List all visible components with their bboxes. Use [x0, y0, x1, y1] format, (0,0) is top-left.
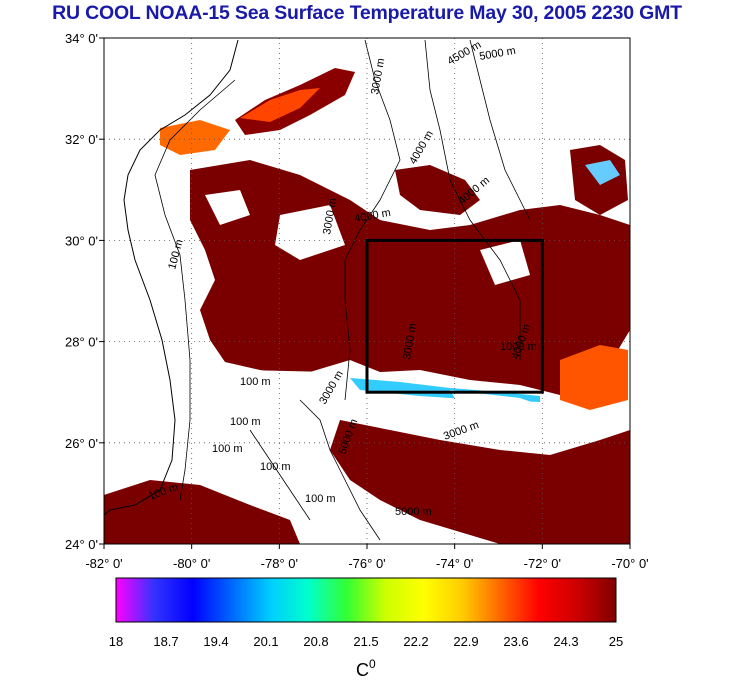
lat-tick-label: 26° 0': [65, 436, 98, 451]
lon-tick-label: -78° 0': [261, 556, 298, 571]
lat-tick-label: 34° 0': [65, 31, 98, 46]
colorbar-tick-label: 20.8: [303, 634, 328, 649]
sst-warm-east: [560, 345, 628, 410]
lon-tick-label: -72° 0': [524, 556, 561, 571]
contour-label: 100 m: [260, 461, 291, 473]
colorbar-tick-label: 22.9: [453, 634, 478, 649]
florida-coastline: [104, 39, 239, 516]
colorbar-tick-label: 22.2: [403, 634, 428, 649]
cloud-gap-4: [450, 390, 560, 430]
contour-label: 100 m: [230, 416, 261, 428]
colorbar-tick-labels: 18 18.7 19.4 20.1 20.8 21.5 22.2 22.9 23.6 24.3 25: [109, 634, 623, 649]
contour-label: 100 m: [305, 493, 336, 505]
colorbar-tick-label: 18.7: [153, 634, 178, 649]
lon-tick-label: -76° 0': [348, 556, 385, 571]
sst-warm-coast: [160, 120, 230, 155]
colorbar-tick-label: 19.4: [203, 634, 228, 649]
contour-bahamas-2: [249, 429, 311, 521]
colorbar-tick-label: 23.6: [503, 634, 528, 649]
lon-tick-label: -80° 0': [173, 556, 210, 571]
contour-5000m: [469, 39, 531, 221]
cloud-gap-2: [275, 205, 345, 260]
contour-label: 100 m: [212, 443, 243, 455]
colorbar-tick-label: 21.5: [353, 634, 378, 649]
lat-tick-label: 28° 0': [65, 335, 98, 350]
lon-tick-label: -70° 0': [611, 556, 648, 571]
contour-bahamas-1: [299, 399, 381, 541]
contour-100m-coast: [154, 79, 236, 501]
contour-label: 100 m: [240, 376, 271, 388]
grid-layer: [99, 37, 631, 549]
latitude-labels: 34° 0' 32° 0' 30° 0' 28° 0' 26° 0' 24° 0': [65, 31, 98, 552]
longitude-labels: -82° 0' -80° 0' -78° 0' -76° 0' -74° 0' -72° …: [85, 556, 648, 571]
contour-label: 5000 m: [395, 506, 432, 518]
cloud-gap-1: [205, 190, 250, 225]
contour-4000m: [424, 39, 521, 360]
colorbar-tick-label: 24.3: [553, 634, 578, 649]
map-frame: [103, 37, 631, 545]
sst-cool-patch-ne: [585, 160, 620, 185]
map-title: RU COOL NOAA-15 Sea Surface Temperature …: [52, 2, 682, 24]
colorbar-tick-label: 25: [609, 634, 623, 649]
lat-tick-label: 32° 0': [65, 132, 98, 147]
colorbar: [115, 577, 617, 623]
colorbar-tick-label: 18: [109, 634, 123, 649]
lat-tick-label: 24° 0': [65, 537, 98, 552]
study-area-box: [365, 238, 544, 394]
sst-warm-north: [240, 88, 320, 122]
contour-3000m: [344, 39, 401, 401]
bathymetry-contours: [154, 39, 531, 541]
cloud-gap-5: [480, 240, 530, 285]
lon-tick-label: -82° 0': [85, 556, 122, 571]
cloud-gap-3: [240, 370, 340, 420]
colorbar-unit-label: C0: [356, 657, 376, 680]
sst-patch-southwest: [104, 480, 300, 544]
contour-label: 1000 m: [500, 341, 537, 353]
sst-patch-ne-coast: [395, 165, 480, 215]
sst-patch-south: [330, 420, 630, 544]
lat-tick-label: 30° 0': [65, 233, 98, 248]
colorbar-tick-label: 20.1: [253, 634, 278, 649]
lon-tick-label: -74° 0': [436, 556, 473, 571]
